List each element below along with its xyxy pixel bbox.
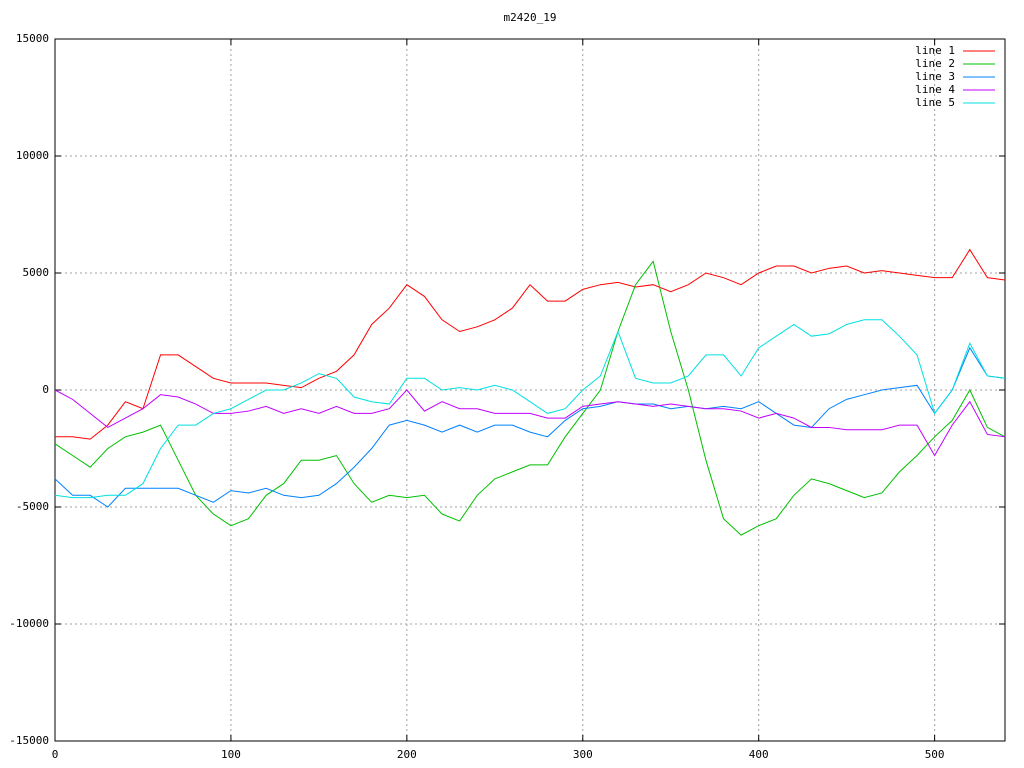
data-line [55, 248, 1006, 440]
x-tick-label: 100 [221, 748, 241, 761]
x-tick-label: 300 [573, 748, 593, 761]
x-tick-label: 0 [52, 748, 59, 761]
legend-label: line 4 [915, 83, 955, 96]
y-tick-label: -15000 [9, 734, 49, 747]
legend-label: line 2 [915, 57, 955, 70]
x-tick-label: 500 [925, 748, 945, 761]
y-tick-label: -10000 [9, 617, 49, 630]
legend-label: line 5 [915, 96, 955, 109]
y-tick-label: 5000 [23, 266, 50, 279]
y-tick-label: 0 [42, 383, 49, 396]
y-tick-label: 10000 [16, 149, 49, 162]
legend-label: line 3 [915, 70, 955, 83]
legend-label: line 1 [915, 44, 955, 57]
data-line [54, 260, 1006, 536]
data-line [54, 346, 1006, 508]
y-tick-label: 15000 [16, 32, 49, 45]
x-tick-label: 400 [749, 748, 769, 761]
y-tick-label: -5000 [16, 500, 49, 513]
chart-title: m2420_19 [504, 11, 557, 24]
x-tick-label: 200 [397, 748, 417, 761]
data-line [54, 319, 1006, 499]
